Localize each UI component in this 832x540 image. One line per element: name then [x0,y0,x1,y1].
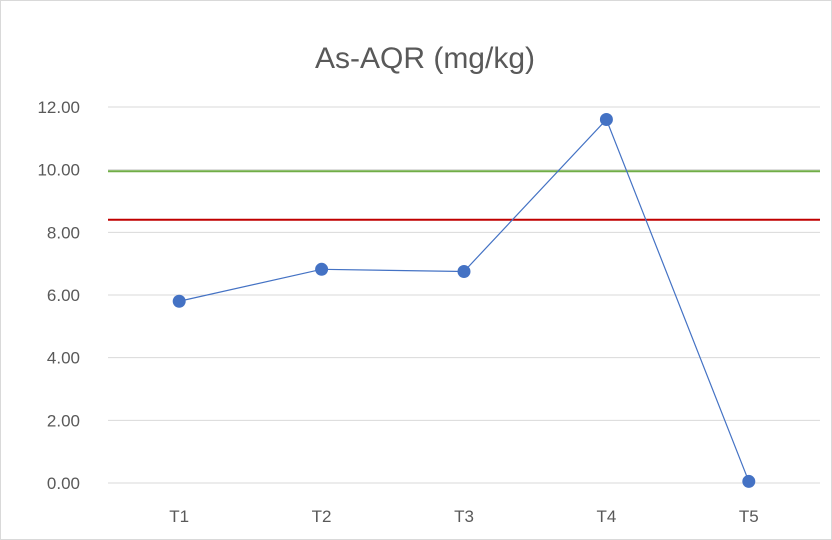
y-tick-label: 0.00 [47,474,80,493]
x-tick-label: T2 [312,507,332,526]
y-tick-label: 2.00 [47,411,80,430]
x-axis-ticks: T1 T2 T3 T4 T5 [169,507,758,526]
data-series [172,113,756,488]
x-tick-label: T3 [454,507,474,526]
chart-title: As-AQR (mg/kg) [315,42,535,75]
gridlines [108,106,820,484]
y-tick-label: 8.00 [47,223,80,242]
series-line [179,118,750,482]
x-tick-label: T1 [169,507,189,526]
data-point [457,265,471,278]
y-tick-label: 10.00 [37,161,80,180]
y-tick-label: 4.00 [47,349,80,368]
y-tick-label: 6.00 [47,286,80,305]
data-point [599,113,613,127]
y-tick-label: 12.00 [37,98,80,117]
data-point [315,262,329,276]
x-tick-label: T4 [596,507,616,526]
reference-lines [108,170,820,221]
y-axis-ticks: 0.00 2.00 4.00 6.00 8.00 10.00 12.00 [37,98,80,493]
data-point [172,294,186,308]
x-tick-label: T5 [739,507,759,526]
data-point [742,474,756,488]
